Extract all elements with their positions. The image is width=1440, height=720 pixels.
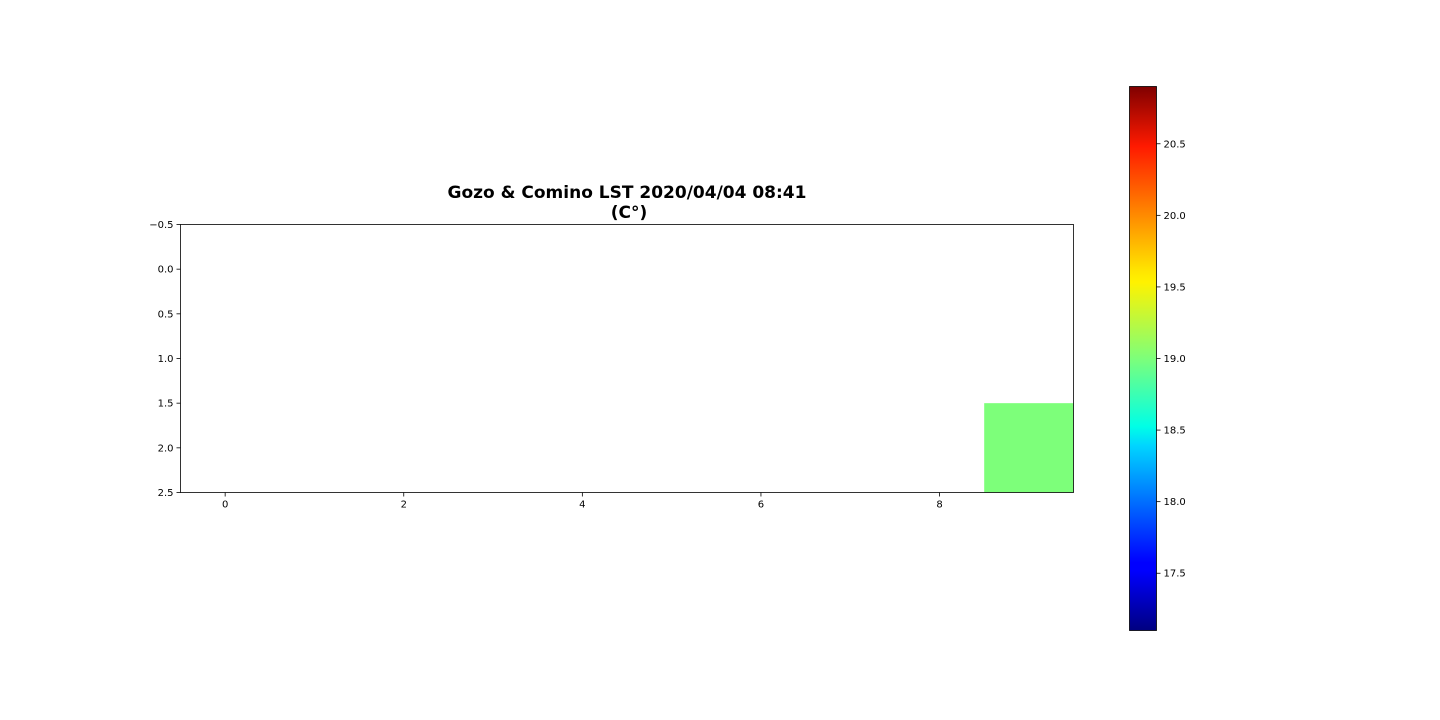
colorbar-tick-label: 20.5 [1164, 139, 1186, 150]
colorbar-tick-label: 17.5 [1164, 569, 1186, 580]
heatmap-cell-0 [984, 403, 1074, 493]
y-tick-label: 1.0 [158, 354, 174, 365]
x-tick-label: 0 [222, 500, 228, 511]
colorbar-tick-label: 19.0 [1164, 354, 1186, 365]
y-axis: −0.5 0.0 0.5 1.0 1.5 2.0 2.5 [149, 220, 181, 499]
plot-area [984, 403, 1074, 493]
colorbar-tick-label: 18.0 [1164, 497, 1186, 508]
x-axis: 0 2 4 6 8 [222, 492, 943, 511]
x-tick-label: 2 [401, 500, 407, 511]
colorbar: 17.5 18.0 18.5 19.0 19.5 20.0 20.5 [1129, 86, 1186, 631]
chart-title-line1: Gozo & Comino LST 2020/04/04 08:41 [448, 183, 807, 203]
colorbar-ticks: 17.5 18.0 18.5 19.0 19.5 20.0 20.5 [1156, 139, 1186, 580]
y-tick-label: 0.0 [158, 265, 174, 276]
x-tick-label: 6 [758, 500, 764, 511]
x-tick-label: 4 [579, 500, 585, 511]
y-tick-label: 2.5 [158, 488, 174, 499]
x-tick-label: 8 [936, 500, 942, 511]
colorbar-tick-label: 19.5 [1164, 282, 1186, 293]
y-tick-label: 1.5 [158, 399, 174, 410]
y-tick-label: −0.5 [149, 220, 173, 231]
y-tick-label: 0.5 [158, 309, 174, 320]
y-tick-label: 2.0 [158, 443, 174, 454]
plot-frame [180, 224, 1074, 493]
colorbar-gradient [1129, 86, 1157, 631]
colorbar-tick-label: 18.5 [1164, 426, 1186, 437]
colorbar-tick-label: 20.0 [1164, 211, 1186, 222]
chart-title-line2: (C°) [611, 203, 648, 223]
